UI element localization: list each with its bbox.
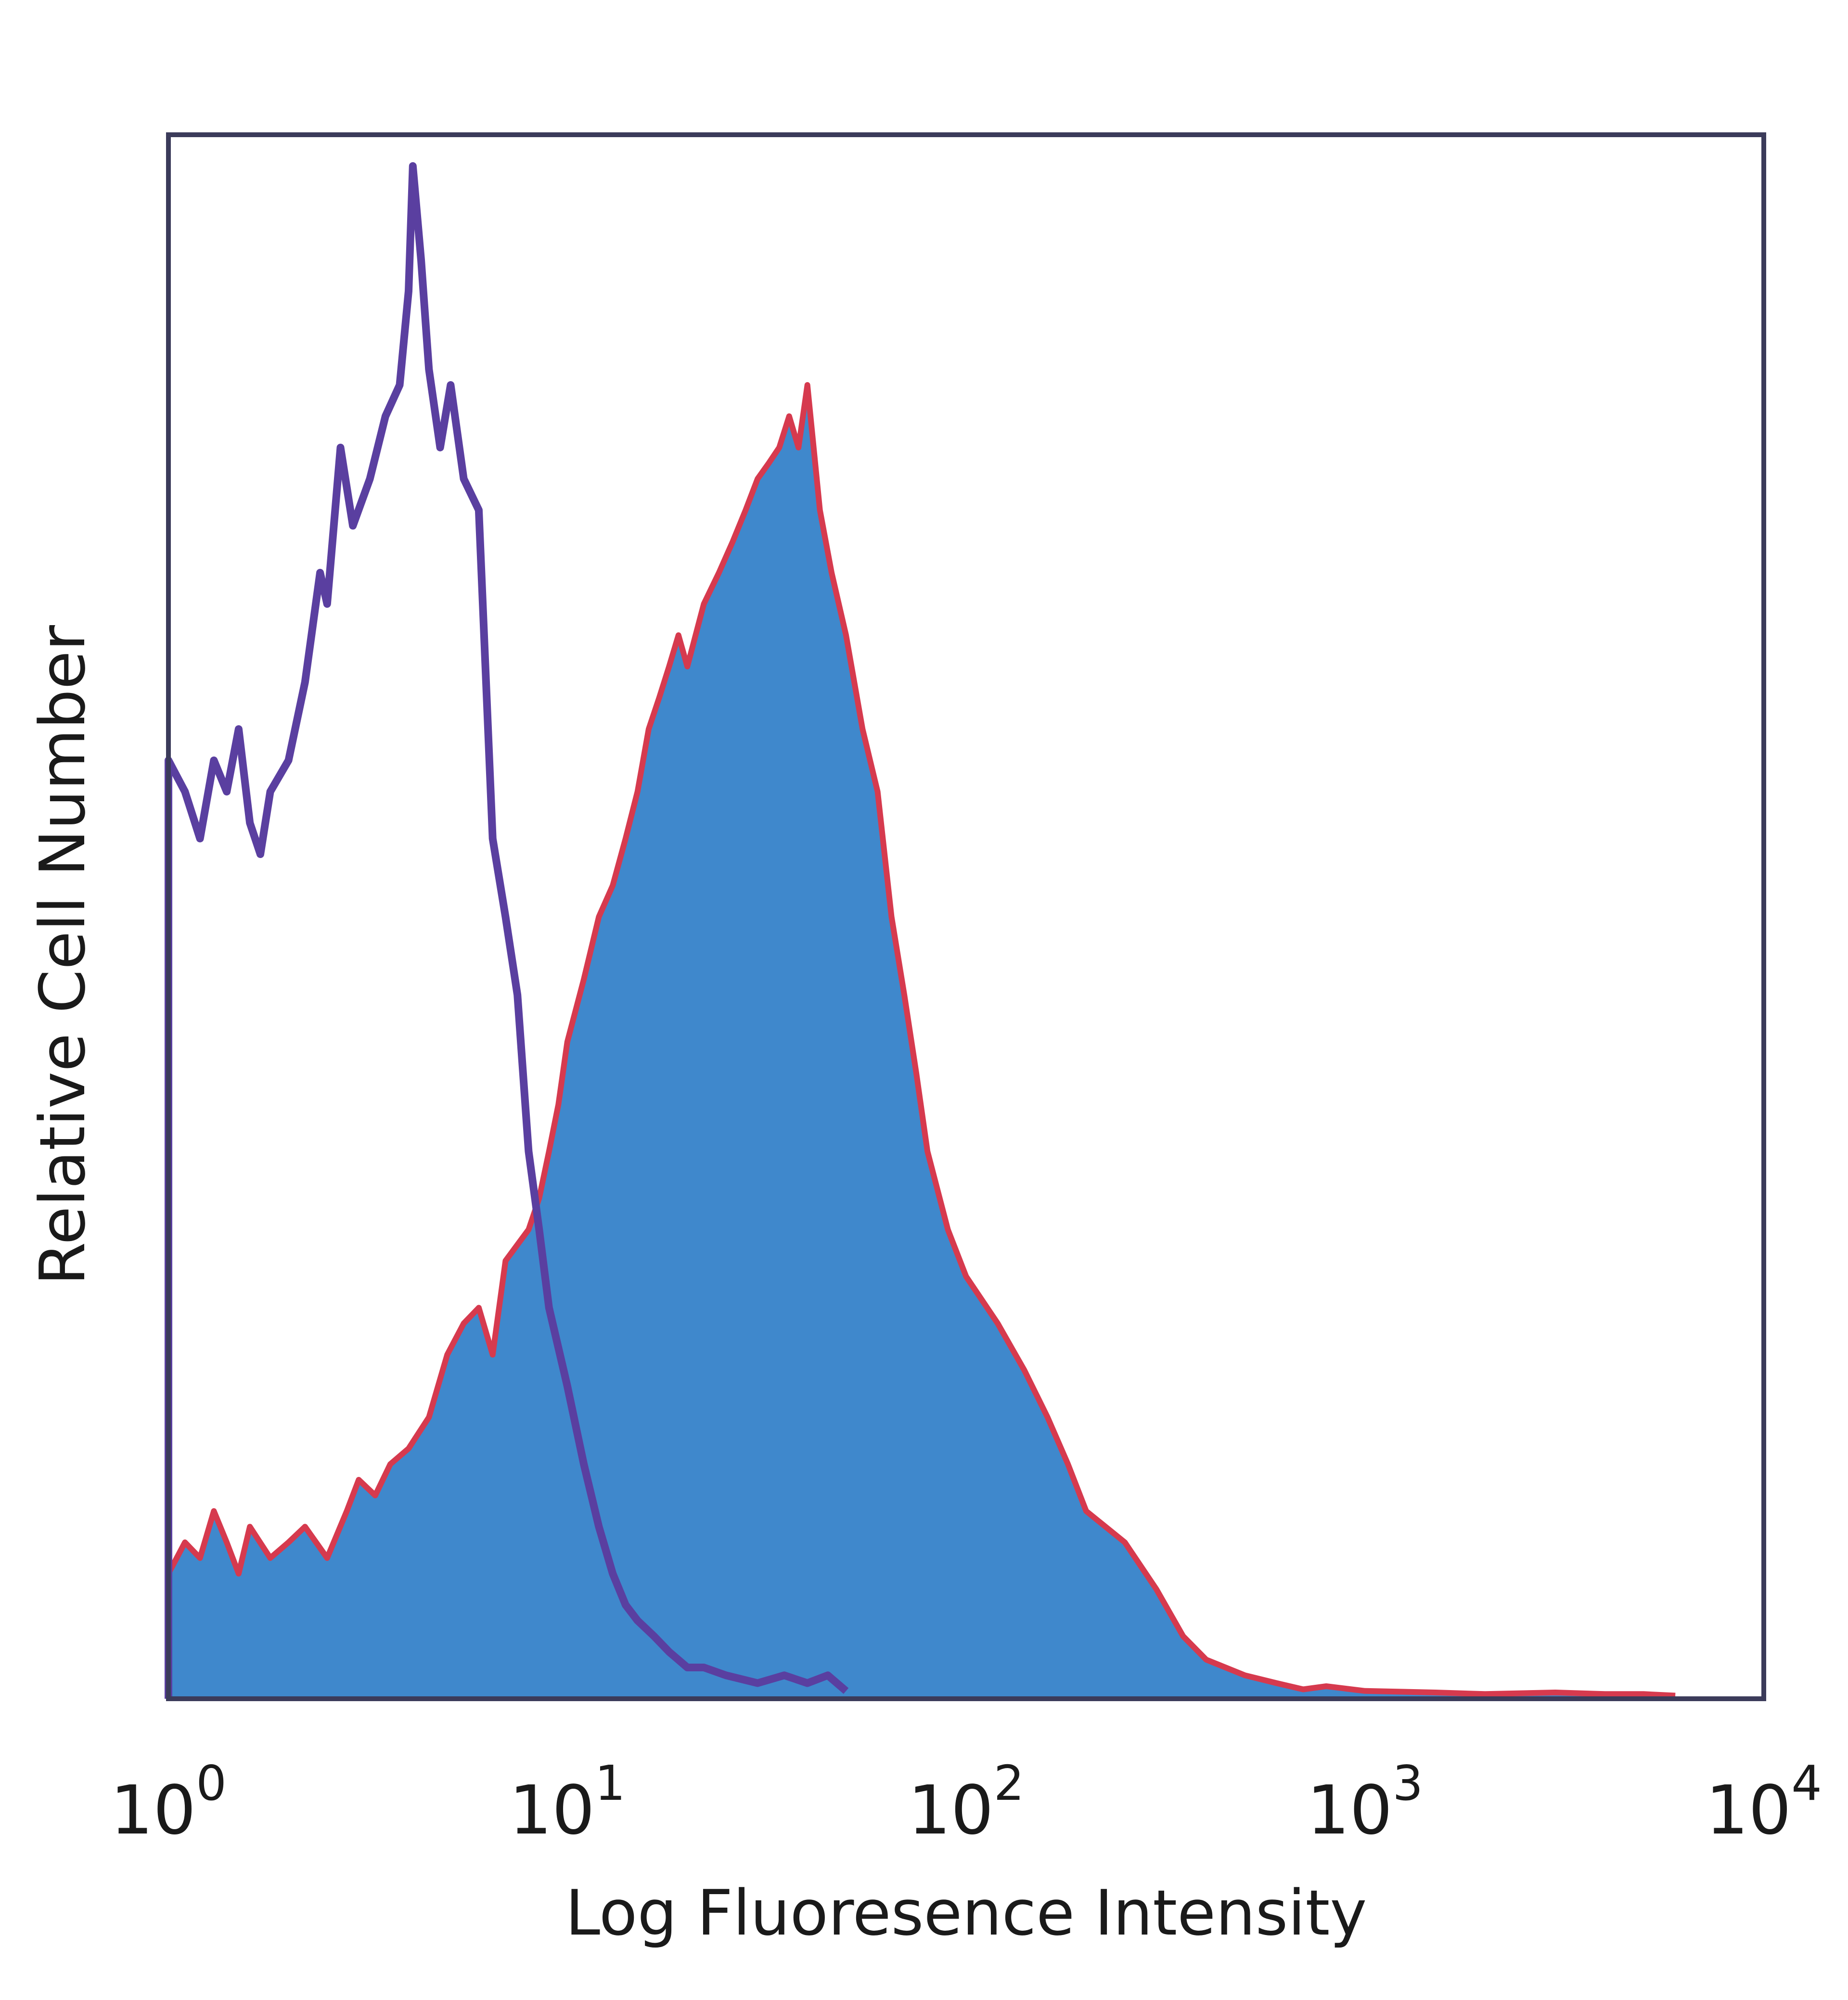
stained-histogram-area — [168, 385, 1676, 1699]
x-tick-label: 100 — [110, 1755, 227, 1850]
x-tick-label: 102 — [908, 1755, 1025, 1850]
plot-frame — [166, 132, 1766, 1701]
stained-histogram-edge — [166, 382, 1676, 1699]
x-tick-label: 104 — [1706, 1755, 1822, 1850]
x-axis-label: Log Fluoresence Intensity — [565, 1876, 1367, 1949]
x-tick-label: 101 — [509, 1755, 626, 1850]
x-tick-labels: 100 101 102 103 104 — [110, 1755, 1822, 1850]
control-histogram-line — [165, 162, 849, 1699]
plot-marks — [165, 162, 1676, 1699]
y-axis-label: Relative Cell Number — [26, 625, 99, 1285]
x-tick-label: 103 — [1307, 1755, 1423, 1850]
